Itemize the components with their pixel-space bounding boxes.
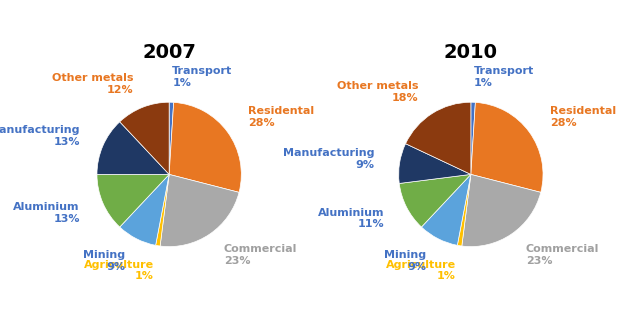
Wedge shape [97,174,169,227]
Text: Aluminium
13%: Aluminium 13% [13,202,80,224]
Wedge shape [462,174,541,246]
Text: Manufacturing
13%: Manufacturing 13% [0,125,80,146]
Text: Transport
1%: Transport 1% [474,66,534,88]
Wedge shape [97,122,169,174]
Text: Residental
28%: Residental 28% [550,106,616,128]
Wedge shape [471,102,476,174]
Wedge shape [120,174,169,245]
Title: 2010: 2010 [444,43,498,62]
Wedge shape [169,102,173,174]
Wedge shape [156,174,169,246]
Text: Other metals
12%: Other metals 12% [52,73,133,95]
Text: Transport
1%: Transport 1% [172,66,232,88]
Wedge shape [120,102,169,174]
Text: Aluminium
11%: Aluminium 11% [317,208,384,230]
Text: Other metals
18%: Other metals 18% [337,81,419,103]
Text: Mining
9%: Mining 9% [83,250,125,272]
Wedge shape [471,102,543,192]
Text: Commercial
23%: Commercial 23% [525,244,599,266]
Text: Commercial
23%: Commercial 23% [224,244,298,266]
Text: Manufacturing
9%: Manufacturing 9% [283,148,374,170]
Wedge shape [422,174,471,245]
Wedge shape [399,174,471,227]
Wedge shape [458,174,471,246]
Text: Agriculture
1%: Agriculture 1% [385,260,456,281]
Wedge shape [160,174,239,246]
Text: Mining
9%: Mining 9% [385,250,427,272]
Wedge shape [406,102,471,174]
Title: 2007: 2007 [142,43,196,62]
Text: Residental
28%: Residental 28% [248,106,314,128]
Text: Agriculture
1%: Agriculture 1% [84,260,154,281]
Wedge shape [169,102,241,192]
Wedge shape [399,144,471,184]
